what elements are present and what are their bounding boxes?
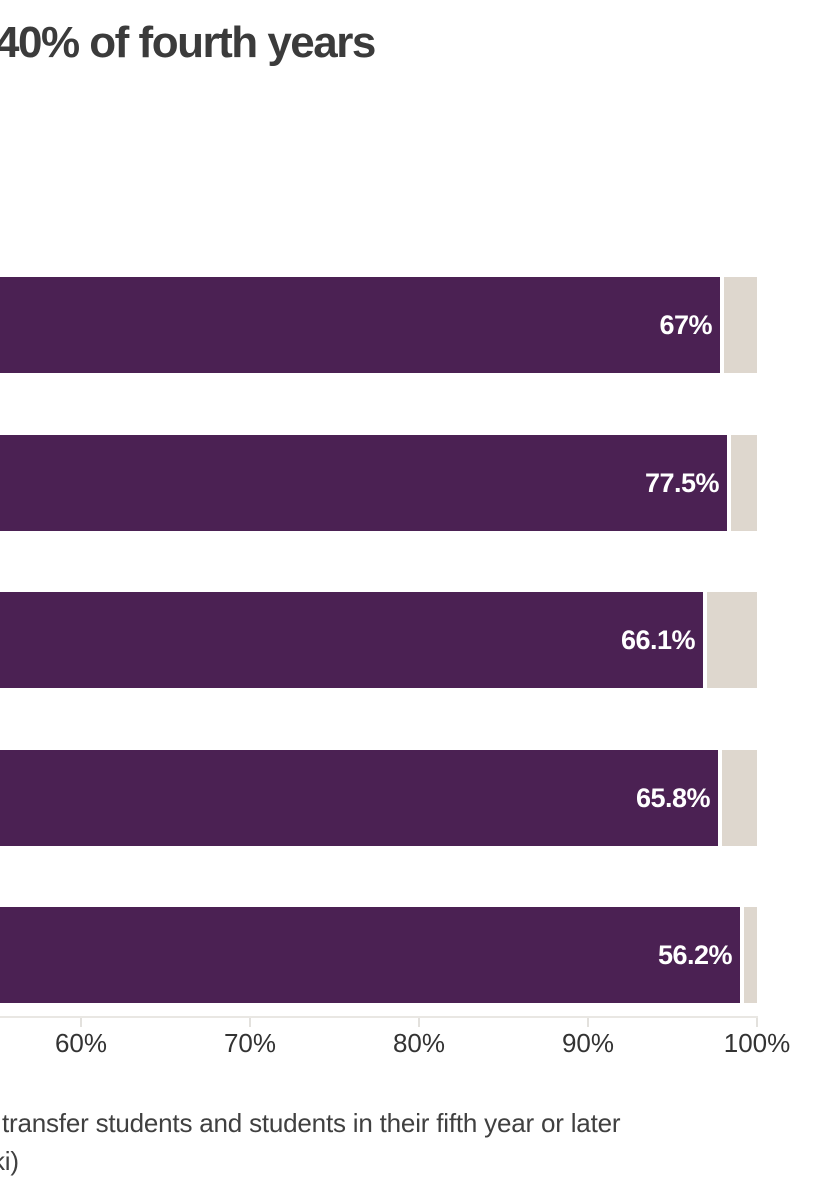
bar-value-label: 77.5%: [644, 468, 720, 498]
bar-value-label: 56.2%: [657, 940, 733, 970]
bar-segment-primary: 66.1%: [0, 592, 703, 688]
bar-row: 67%: [0, 277, 821, 373]
bar-value-label: 66.1%: [620, 625, 696, 655]
bar-row: 56.2%: [0, 907, 821, 1003]
bar-value-label: 67%: [659, 310, 712, 340]
bar-segment-primary: 77.5%: [0, 435, 727, 531]
x-axis-tick: [756, 1018, 758, 1027]
bar-row: 66.1%: [0, 592, 821, 688]
x-axis-tick-label: 70%: [223, 1028, 277, 1058]
bar-segment-remainder: [722, 750, 757, 846]
x-axis-tick: [587, 1018, 589, 1027]
bar-segment-primary: 67%: [0, 277, 720, 373]
x-axis-tick: [249, 1018, 251, 1027]
bar-segment-remainder: [731, 435, 757, 531]
bar-segment-remainder: [724, 277, 757, 373]
chart-title: 40% of fourth years: [0, 18, 376, 67]
bar-row: 65.8%: [0, 750, 821, 846]
footer-note-line: transfer students and students in their …: [2, 1108, 621, 1138]
bar-row: 77.5%: [0, 435, 821, 531]
x-axis-tick: [418, 1018, 420, 1027]
x-axis-tick-label: 90%: [561, 1028, 615, 1058]
bar-segment-primary: 56.2%: [0, 907, 740, 1003]
bar-segment-remainder: [744, 907, 757, 1003]
bar-segment-remainder: [707, 592, 757, 688]
bar-value-label: 65.8%: [635, 783, 711, 813]
x-axis-line: [0, 1016, 758, 1018]
x-axis-tick-label: 60%: [54, 1028, 108, 1058]
x-axis-tick-label: 100%: [723, 1028, 791, 1058]
x-axis-tick-label: 80%: [392, 1028, 446, 1058]
x-axis-tick: [80, 1018, 82, 1027]
bar-segment-primary: 65.8%: [0, 750, 718, 846]
footer-note-line: ki): [0, 1146, 19, 1176]
